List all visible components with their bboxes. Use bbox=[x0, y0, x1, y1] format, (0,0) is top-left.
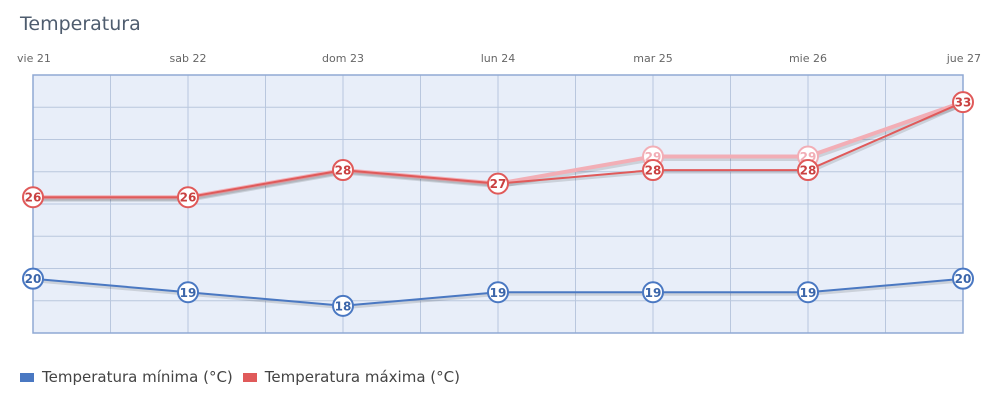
chart-title: Temperatura bbox=[20, 13, 141, 35]
max-series-data-label: 27 bbox=[490, 177, 507, 191]
x-tick-label: vie 21 bbox=[17, 52, 51, 65]
max-series-point bbox=[332, 159, 354, 182]
min-series-data-label: 19 bbox=[645, 286, 662, 300]
min-series-data-label: 20 bbox=[955, 272, 972, 286]
max-series-data-label: 33 bbox=[955, 96, 972, 110]
min-series-point bbox=[952, 267, 974, 290]
min-series-point bbox=[332, 294, 354, 317]
max-series-point bbox=[177, 186, 199, 209]
max-series-point bbox=[22, 186, 44, 209]
legend-item-min[interactable]: Temperatura mínima (°C) bbox=[20, 368, 233, 386]
min-series-point bbox=[642, 281, 664, 304]
min-series-data-label: 19 bbox=[490, 286, 507, 300]
min-series-point bbox=[177, 281, 199, 304]
max-series-point bbox=[487, 172, 509, 195]
x-tick-label: mar 25 bbox=[633, 52, 672, 65]
max-series-data-label: 28 bbox=[335, 164, 352, 178]
x-tick-label: lun 24 bbox=[481, 52, 516, 65]
chart-legend: Temperatura mínima (°C) Temperatura máxi… bbox=[20, 368, 470, 386]
max-series-point bbox=[642, 159, 664, 182]
min-series-data-label: 18 bbox=[335, 299, 352, 313]
legend-swatch-min bbox=[20, 372, 34, 382]
min-series-point bbox=[797, 281, 819, 304]
min-series-data-label: 19 bbox=[180, 286, 197, 300]
max-series-data-label: 26 bbox=[180, 191, 197, 205]
x-tick-label: sab 22 bbox=[170, 52, 207, 65]
x-tick-label: jue 27 bbox=[946, 52, 981, 65]
min-series-point bbox=[22, 267, 44, 290]
max-series-data-label: 26 bbox=[25, 191, 42, 205]
legend-label-max: Temperatura máxima (°C) bbox=[264, 368, 460, 386]
min-series-point bbox=[487, 281, 509, 304]
max-series-point bbox=[797, 159, 819, 182]
legend-label-min: Temperatura mínima (°C) bbox=[42, 368, 233, 386]
x-tick-label: mie 26 bbox=[789, 52, 827, 65]
legend-item-max[interactable]: Temperatura máxima (°C) bbox=[242, 368, 460, 386]
max-series-data-label: 28 bbox=[800, 164, 817, 178]
legend-swatch-max bbox=[242, 372, 257, 382]
max-series-point bbox=[952, 91, 974, 114]
min-series-data-label: 20 bbox=[25, 272, 42, 286]
max-series-data-label: 28 bbox=[645, 164, 662, 178]
min-series-data-label: 19 bbox=[800, 286, 817, 300]
x-tick-label: dom 23 bbox=[322, 52, 364, 65]
